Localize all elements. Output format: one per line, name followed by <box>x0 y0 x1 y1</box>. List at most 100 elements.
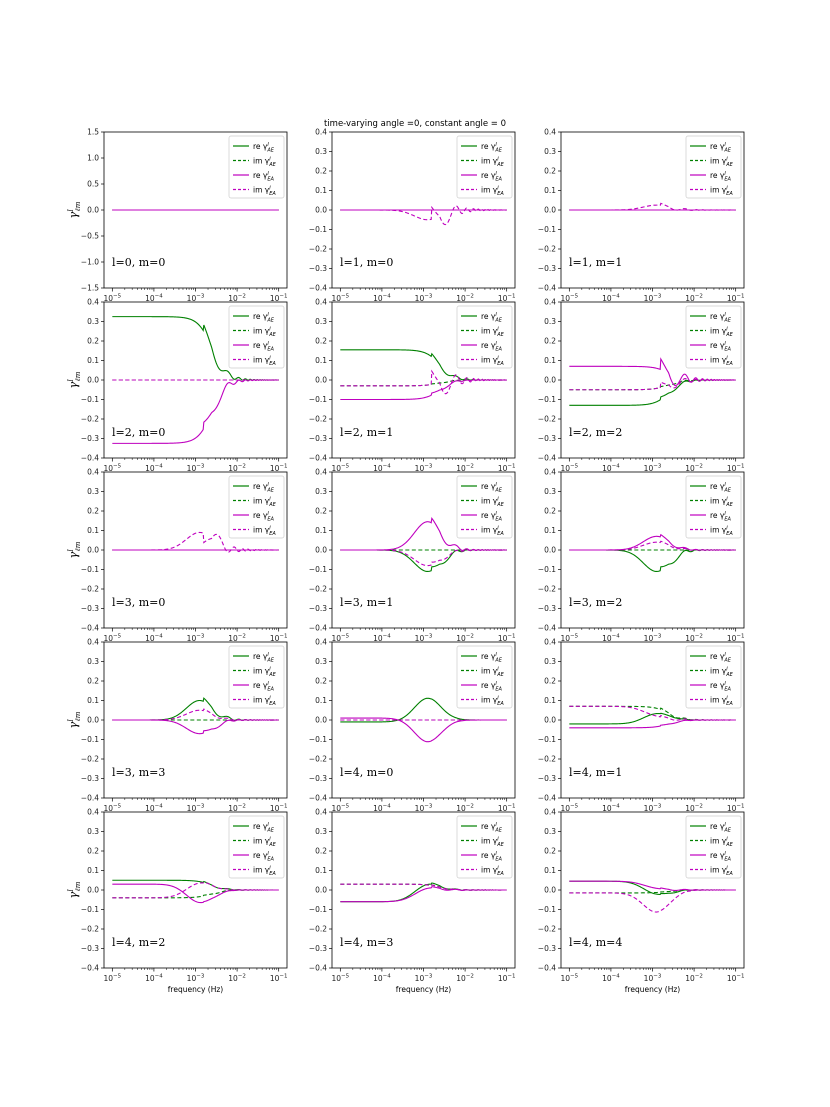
x-tick-label: 10−2 <box>228 634 246 644</box>
x-tick-label: 10−1 <box>498 294 516 304</box>
legend-entry: re γI AE <box>710 822 732 834</box>
y-tick-label: 0.1 <box>315 356 327 365</box>
y-tick-label: −0.5 <box>81 232 99 241</box>
legend: re γI AE im γI AE re γI EA im γI EA <box>228 645 285 709</box>
x-tick-label: 10−1 <box>727 804 745 814</box>
y-tick-label: −0.2 <box>81 415 99 424</box>
y-tick-label: 0.1 <box>315 866 327 875</box>
series-im-ea <box>112 531 279 553</box>
y-axis-label: γIℓm <box>67 371 82 388</box>
x-tick-label: 10−1 <box>270 464 288 474</box>
x-tick-label: 10−4 <box>373 634 391 644</box>
y-tick-label: 0.1 <box>544 186 556 195</box>
y-tick-label: 0.3 <box>544 487 556 496</box>
legend: re γI AE im γI AE re γI EA im γI EA <box>228 815 285 879</box>
legend-box <box>228 645 285 709</box>
legend-entry: re γI AE <box>710 482 732 494</box>
y-tick-label: 1.0 <box>87 154 99 163</box>
x-tick-label: 10−2 <box>456 804 474 814</box>
y-tick-label: −0.1 <box>538 395 556 404</box>
panel-label: l=1, m=1 <box>569 256 622 269</box>
legend-box <box>456 135 513 199</box>
x-tick-label: 10−4 <box>602 464 620 474</box>
legend-entry: im γI EA <box>710 355 733 367</box>
y-tick-label: 0.0 <box>315 206 327 215</box>
panel-label: l=3, m=3 <box>112 766 165 779</box>
x-tick-label: 10−5 <box>103 804 121 814</box>
y-tick-label: 0.0 <box>544 546 556 555</box>
y-tick-label: −0.4 <box>538 624 556 633</box>
legend-box <box>228 135 285 199</box>
x-tick-label: 10−2 <box>456 464 474 474</box>
panel-label: l=4, m=4 <box>569 936 622 949</box>
panel-l-1-m-1: 0.4 0.3 0.2 0.1 0.0 −0.1 −0.2 −0.3 −0.4 10−5 10−4 1… <box>538 128 745 304</box>
panel-l-2-m-1: 0.4 0.3 0.2 0.1 0.0 −0.1 −0.2 −0.3 −0.4 10−5 10−4 1… <box>309 298 516 474</box>
series-im-ae <box>340 379 507 387</box>
y-tick-label: 0.2 <box>87 847 99 856</box>
legend-entry: re γI AE <box>710 142 732 154</box>
x-tick-label: 10−2 <box>685 464 703 474</box>
y-tick-label: 0.2 <box>544 507 556 516</box>
y-tick-label: 0.2 <box>315 677 327 686</box>
y-tick-label: 0.4 <box>544 468 556 477</box>
y-tick-label: 0.4 <box>87 638 99 647</box>
y-tick-label: 0.1 <box>87 696 99 705</box>
y-tick-label: 0.0 <box>315 886 327 895</box>
legend-entry: re γI AE <box>710 312 732 324</box>
y-tick-label: −0.4 <box>81 454 99 463</box>
x-tick-label: 10−4 <box>602 634 620 644</box>
legend-entry: im γI EA <box>481 185 504 197</box>
y-tick-label: −0.1 <box>309 905 327 914</box>
y-tick-label: −0.3 <box>309 264 327 273</box>
x-tick-label: 10−5 <box>560 294 578 304</box>
panel-l-2-m-0: 0.4 0.3 0.2 0.1 0.0 −0.1 −0.2 −0.3 −0.4 10−5 10−4 1… <box>67 298 288 474</box>
panel-label: l=4, m=3 <box>340 936 393 949</box>
x-tick-label: 10−3 <box>187 464 205 474</box>
legend: re γI AE im γI AE re γI EA im γI EA <box>685 135 742 199</box>
y-tick-label: 0.3 <box>544 317 556 326</box>
y-tick-label: −0.2 <box>81 925 99 934</box>
x-tick-label: 10−2 <box>228 464 246 474</box>
y-tick-label: −0.3 <box>538 774 556 783</box>
legend-entry: re γI EA <box>253 681 275 693</box>
legend-entry: re γI EA <box>481 511 503 523</box>
y-tick-label: −0.1 <box>81 395 99 404</box>
legend-entry: im γI AE <box>253 836 277 848</box>
y-tick-label: 0.5 <box>87 180 99 189</box>
legend-entry: re γI EA <box>710 511 732 523</box>
x-tick-label: 10−1 <box>727 974 745 984</box>
series-re-ea <box>112 883 279 904</box>
x-tick-label: 10−5 <box>560 804 578 814</box>
y-tick-label: −0.1 <box>309 735 327 744</box>
y-tick-label: −0.4 <box>309 964 327 973</box>
y-tick-label: 0.4 <box>315 638 327 647</box>
y-tick-label: 0.1 <box>87 866 99 875</box>
legend-box <box>685 815 742 879</box>
panel-label: l=3, m=0 <box>112 596 165 609</box>
legend: re γI AE im γI AE re γI EA im γI EA <box>685 475 742 539</box>
y-tick-label: 0.4 <box>544 298 556 307</box>
y-tick-label: 0.1 <box>87 526 99 535</box>
series-re-ae <box>569 379 736 406</box>
x-tick-label: 10−3 <box>644 294 662 304</box>
x-tick-label: 10−4 <box>145 974 163 984</box>
legend: re γI AE im γI AE re γI EA im γI EA <box>228 305 285 369</box>
legend-entry: re γI AE <box>481 652 503 664</box>
y-tick-label: −0.3 <box>538 604 556 613</box>
panel-label: l=3, m=2 <box>569 596 622 609</box>
y-tick-label: 0.1 <box>544 696 556 705</box>
legend: re γI AE im γI AE re γI EA im γI EA <box>685 645 742 709</box>
panel-label: l=2, m=1 <box>340 426 393 439</box>
x-tick-label: 10−2 <box>456 634 474 644</box>
y-tick-label: −0.3 <box>309 944 327 953</box>
y-tick-label: 0.3 <box>87 827 99 836</box>
y-tick-label: 0.3 <box>315 657 327 666</box>
legend-entry: im γI AE <box>481 836 505 848</box>
y-tick-label: −0.3 <box>81 944 99 953</box>
series-im-ae <box>569 379 736 391</box>
y-tick-label: −0.1 <box>81 565 99 574</box>
series-im-ae <box>112 889 279 899</box>
y-tick-label: 0.2 <box>315 847 327 856</box>
x-tick-label: 10−4 <box>145 634 163 644</box>
